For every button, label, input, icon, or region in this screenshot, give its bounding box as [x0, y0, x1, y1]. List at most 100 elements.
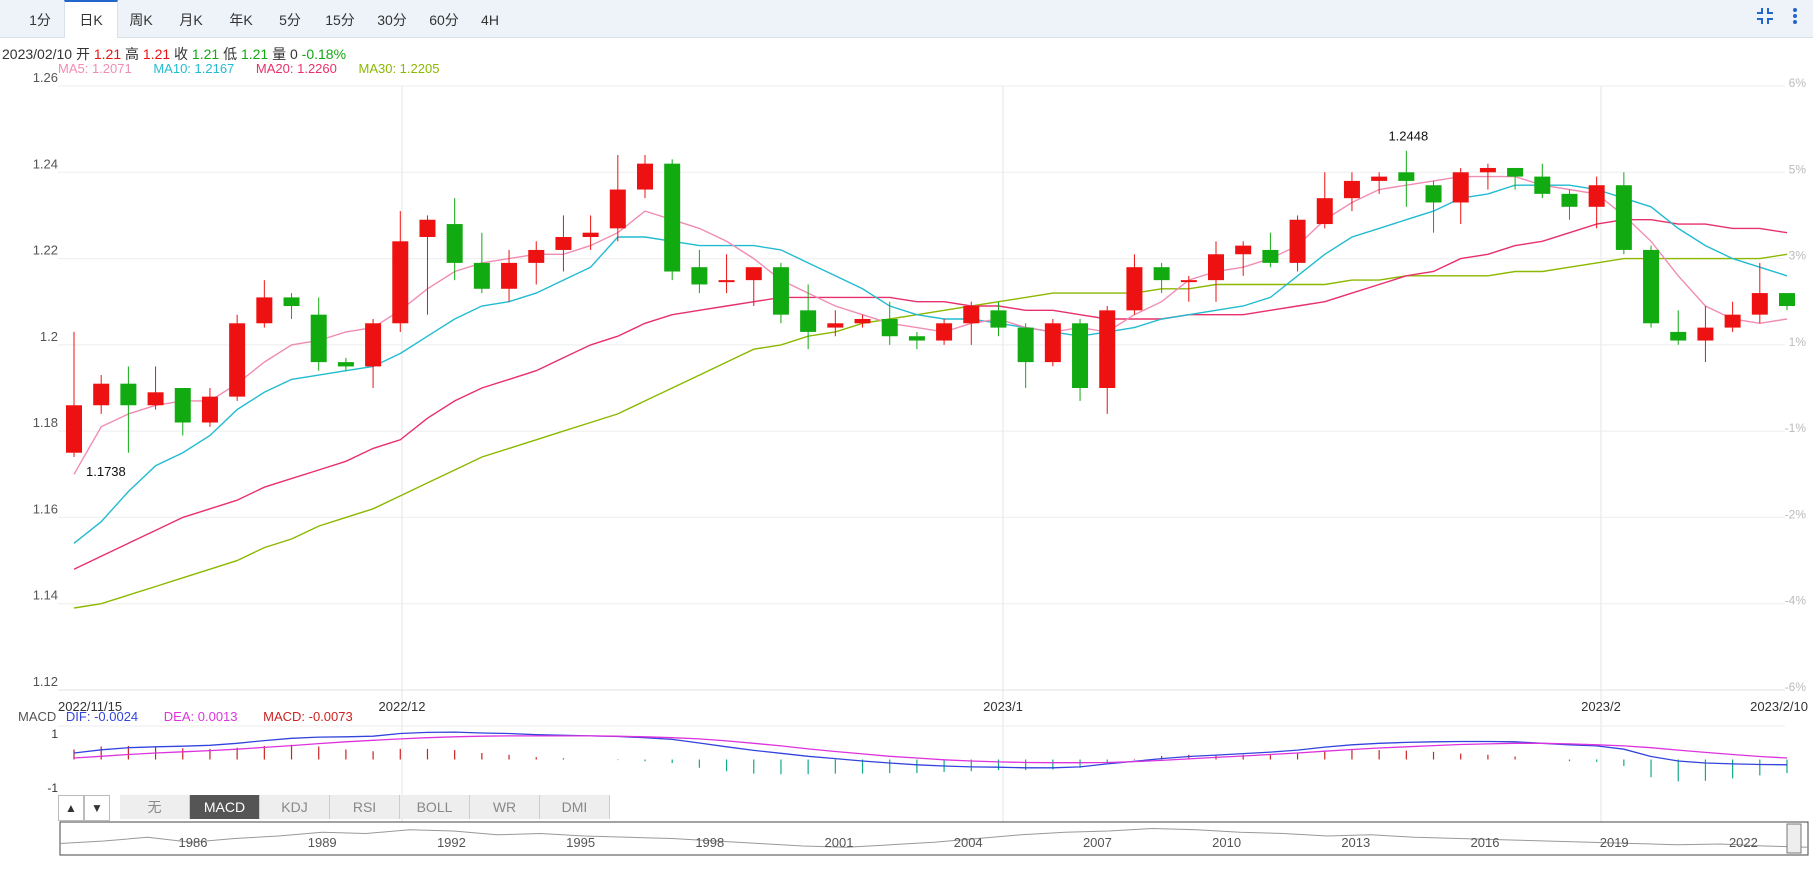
candle: [93, 375, 110, 414]
x-axis-label: 2023/2/10: [1750, 699, 1808, 714]
candle-body: [337, 362, 354, 367]
y-tick-right: 3%: [1789, 249, 1807, 263]
candle-body: [1235, 245, 1252, 255]
candle: [1235, 241, 1252, 276]
candle-body: [446, 224, 463, 263]
candle: [1643, 245, 1660, 328]
candle: [1425, 180, 1442, 233]
max-price-annotation: 1.2448: [1388, 129, 1428, 144]
x-axis-label: 2022/11/15: [58, 699, 122, 714]
candle: [147, 366, 164, 410]
candle: [1398, 150, 1415, 207]
candle: [1316, 172, 1333, 229]
close-label: 收: [174, 46, 189, 62]
tab-1[interactable]: 日K: [64, 0, 118, 38]
tab-0[interactable]: 1分: [29, 12, 51, 28]
y-tick-left: 1.12: [33, 674, 58, 689]
candle-body: [392, 241, 409, 324]
macd-y-tick: 1: [51, 727, 58, 741]
candle-body: [1779, 293, 1795, 307]
candle: [473, 232, 490, 294]
indicator-tab-6[interactable]: DMI: [540, 795, 610, 819]
candle: [66, 331, 82, 458]
candle-body: [1425, 185, 1442, 203]
indicator-tab-4[interactable]: BOLL: [400, 795, 470, 819]
y-tick-right: -1%: [1785, 421, 1807, 435]
candle: [827, 310, 844, 337]
candle-body: [854, 318, 871, 324]
tab-4[interactable]: 年K: [229, 12, 253, 28]
low-value: 1.21: [240, 46, 269, 62]
candle-body: [501, 262, 518, 289]
candle: [691, 249, 708, 294]
candle: [1724, 301, 1741, 332]
overview-year-label: 1995: [566, 835, 595, 850]
tab-9[interactable]: 4H: [481, 12, 499, 28]
candle-body: [1670, 331, 1687, 341]
ma5-line: [73, 175, 1788, 475]
tab-6[interactable]: 15分: [325, 12, 355, 28]
overview-year-label: 1998: [695, 835, 724, 850]
ma20-line: [73, 218, 1788, 570]
dea-legend: DEA: 0.0013: [163, 709, 238, 724]
dif-legend: DIF: -0.0024: [65, 709, 139, 724]
more-vertical-icon[interactable]: [1792, 6, 1798, 31]
candle: [1371, 172, 1388, 194]
candle: [1262, 232, 1279, 268]
ma10-line: [73, 184, 1788, 544]
arrow-down-button[interactable]: ▼: [84, 795, 110, 821]
candle: [201, 388, 218, 427]
candle: [1044, 318, 1061, 367]
tab-2[interactable]: 周K: [129, 12, 153, 28]
arrow-up-button[interactable]: ▲: [58, 795, 84, 821]
candle: [1507, 167, 1524, 190]
candle: [501, 249, 518, 302]
candle: [1208, 241, 1224, 302]
tab-7[interactable]: 30分: [377, 12, 407, 28]
candle-body: [365, 323, 382, 367]
indicator-tab-3[interactable]: RSI: [330, 795, 400, 819]
candle-body: [283, 297, 300, 307]
timeframe-tab-bar: 1分 日K 周K 月K 年K 5分 15分 30分 60分 4H: [0, 0, 1813, 38]
indicator-tab-5[interactable]: WR: [470, 795, 540, 819]
candle-body: [1751, 293, 1768, 315]
overview-handle[interactable]: [1786, 823, 1802, 854]
candle-body: [1017, 327, 1034, 363]
indicator-tab-1[interactable]: MACD: [190, 795, 260, 819]
candle: [1153, 262, 1170, 294]
candle-body: [1561, 193, 1578, 207]
overview-year-label: 1989: [308, 835, 337, 850]
tab-3[interactable]: 月K: [179, 12, 203, 28]
candle-body: [1044, 323, 1061, 363]
indicator-tab-2[interactable]: KDJ: [260, 795, 330, 819]
tab-8[interactable]: 60分: [429, 12, 459, 28]
candle: [446, 198, 463, 281]
candle-body: [1479, 167, 1496, 173]
candle: [256, 280, 273, 328]
candle: [772, 262, 789, 324]
candle: [664, 159, 681, 281]
overview-year-label: 2019: [1600, 835, 1629, 850]
candle-body: [718, 280, 735, 283]
fullscreen-exit-icon[interactable]: [1755, 6, 1775, 31]
candle: [1561, 189, 1578, 220]
overview-year-label: 1992: [437, 835, 466, 850]
candle: [854, 314, 871, 328]
overview-year-label: 2022: [1729, 835, 1758, 850]
candle: [1670, 310, 1687, 345]
candle-body: [664, 163, 681, 272]
macd-y-tick: -1: [47, 781, 58, 795]
candle-body: [1180, 280, 1197, 283]
indicator-tab-0[interactable]: 无: [120, 795, 190, 819]
candle-body: [1208, 254, 1224, 281]
candle: [1534, 163, 1551, 199]
overview-year-label: 2013: [1341, 835, 1370, 850]
overview-year-label: 2007: [1083, 835, 1112, 850]
candle: [555, 215, 572, 272]
y-tick-left: 1.22: [33, 243, 58, 258]
tab-5[interactable]: 5分: [279, 12, 301, 28]
change-value: -0.18%: [301, 46, 347, 62]
candle: [337, 357, 354, 371]
candle-body: [256, 297, 273, 324]
